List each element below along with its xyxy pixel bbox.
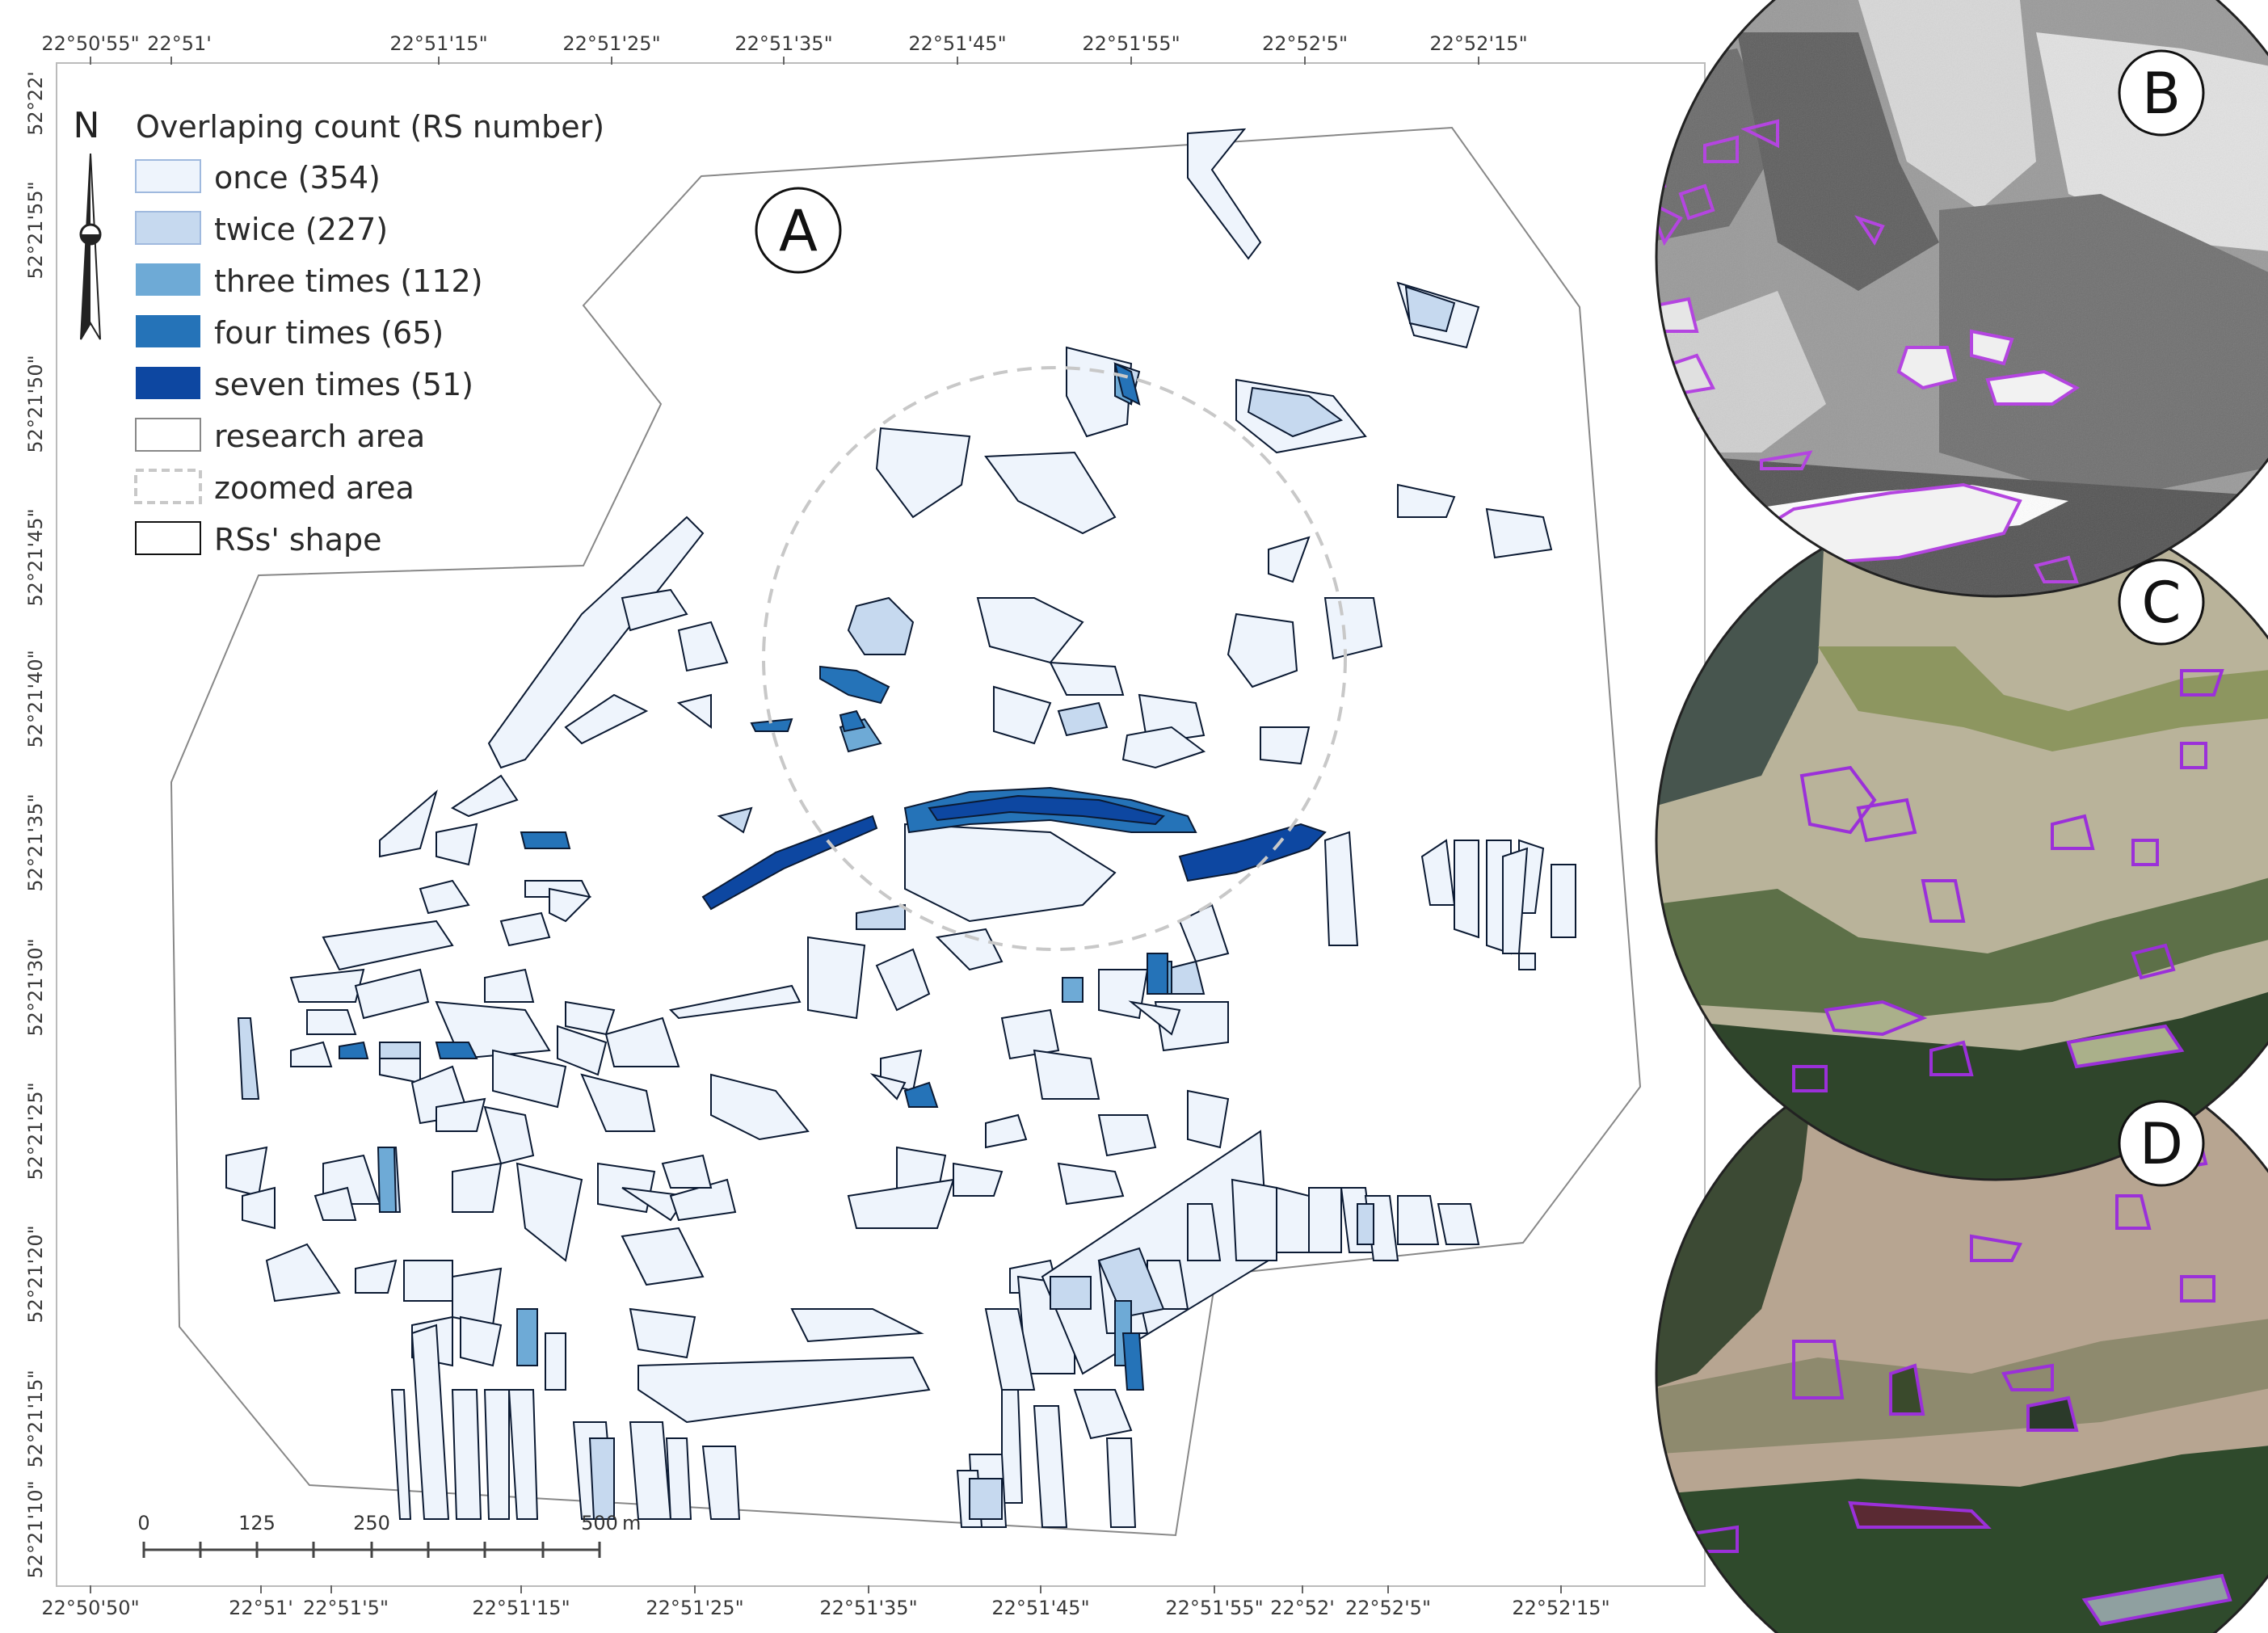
bottom-tick-label: 22°52' — [1270, 1597, 1335, 1619]
north-arrow-icon: N — [74, 105, 102, 340]
bottom-tick-label: 22°51'25" — [646, 1597, 743, 1619]
left-tick-label: 52°21'25" — [24, 1082, 47, 1180]
top-tick-label: 22°51'45" — [908, 32, 1006, 55]
inset-b-border — [1655, 0, 2268, 598]
legend-swatch-three — [136, 263, 200, 296]
legend-label-zoomed: zoomed area — [214, 470, 414, 506]
bottom-tick-label: 22°51'55" — [1165, 1597, 1263, 1619]
top-tick-label: 22°51'15" — [389, 32, 487, 55]
left-tick-label: 52°21'55" — [24, 181, 47, 279]
panel-d-badge — [2118, 1100, 2205, 1187]
top-tick-label: 22°51' — [147, 32, 212, 55]
scale-bar: 0 125 250 500 m — [137, 1512, 641, 1558]
left-tick-label: 52°22' — [24, 71, 47, 136]
legend-label-once: once (354) — [214, 160, 381, 196]
legend-label-shape: RSs' shape — [214, 522, 382, 558]
bottom-tick-label: 22°51'35" — [819, 1597, 917, 1619]
scale-label: 0 — [137, 1512, 149, 1534]
legend-label-seven: seven times (51) — [214, 367, 473, 402]
bottom-tick-label: 22°51'15" — [472, 1597, 570, 1619]
legend-swatch-twice — [135, 211, 201, 245]
left-tick-label: 52°21'15" — [24, 1370, 47, 1467]
scale-unit: m — [622, 1512, 641, 1534]
legend-label-twice: twice (227) — [214, 212, 388, 247]
rs-shapes-dark — [339, 362, 1327, 1391]
top-tick-label: 22°51'55" — [1082, 32, 1180, 55]
bottom-tick-label: 22°51'5" — [303, 1597, 389, 1619]
bottom-axis-labels: 22°50'50" 22°51' 22°51'5" 22°51'15" 22°5… — [41, 1597, 1609, 1619]
panel-d-label: D — [2140, 1111, 2183, 1177]
panel-a-label: A — [779, 198, 818, 264]
top-tick-label: 22°51'35" — [734, 32, 832, 55]
legend-swatch-shape — [135, 521, 201, 555]
scale-label: 500 — [581, 1512, 618, 1534]
left-tick-label: 52°21'45" — [24, 508, 47, 606]
left-axis-labels: 52°22' 52°21'55" 52°21'50" 52°21'45" 52°… — [24, 71, 47, 1578]
left-tick-label: 52°21'50" — [24, 355, 47, 452]
legend-swatch-four — [136, 315, 200, 347]
top-tick-label: 22°52'5" — [1262, 32, 1348, 55]
panel-c-badge — [2118, 558, 2205, 646]
left-tick-label: 52°21'20" — [24, 1225, 47, 1323]
rs-strips-bottom — [390, 831, 1576, 1528]
legend-swatch-once — [135, 159, 201, 193]
rs-shapes-twice — [237, 285, 1456, 1520]
inset-b — [1656, 0, 2268, 596]
axis-ticks — [90, 57, 1562, 1593]
panel-b-label: B — [2142, 61, 2181, 127]
left-tick-label: 52°21'35" — [24, 793, 47, 891]
panel-b-badge — [2118, 49, 2205, 137]
panel-c-label: C — [2142, 570, 2182, 636]
rs-shapes-left — [225, 516, 802, 1367]
top-tick-label: 22°51'25" — [562, 32, 660, 55]
scale-label: 250 — [353, 1512, 390, 1534]
legend-swatch-research — [135, 418, 201, 452]
zoomed-area-circle — [762, 366, 1347, 951]
north-label: N — [74, 105, 100, 146]
left-tick-label: 52°21'40" — [24, 650, 47, 747]
top-tick-label: 22°52'15" — [1429, 32, 1527, 55]
top-tick-label: 22°50'55" — [41, 32, 139, 55]
legend-title: Overlaping count (RS number) — [136, 109, 604, 145]
legend-swatch-seven — [136, 367, 200, 399]
bottom-tick-label: 22°52'15" — [1512, 1597, 1609, 1619]
panel-a-badge — [755, 187, 842, 274]
bottom-tick-label: 22°52'5" — [1345, 1597, 1431, 1619]
top-axis-labels: 22°50'55" 22°51' 22°51'15" 22°51'25" 22°… — [41, 32, 1527, 55]
bottom-tick-label: 22°51' — [229, 1597, 293, 1619]
bottom-tick-label: 22°50'50" — [41, 1597, 139, 1619]
left-tick-label: 52°21'10" — [24, 1480, 47, 1578]
left-tick-label: 52°21'30" — [24, 938, 47, 1036]
legend-label-three: three times (112) — [214, 263, 483, 299]
legend-label-research: research area — [214, 419, 425, 454]
legend: Overlaping count (RS number) once (354) … — [134, 109, 604, 558]
scale-label: 125 — [238, 1512, 276, 1534]
legend-swatch-zoomed — [134, 469, 202, 504]
legend-label-four: four times (65) — [214, 315, 444, 351]
bottom-tick-label: 22°51'45" — [991, 1597, 1089, 1619]
